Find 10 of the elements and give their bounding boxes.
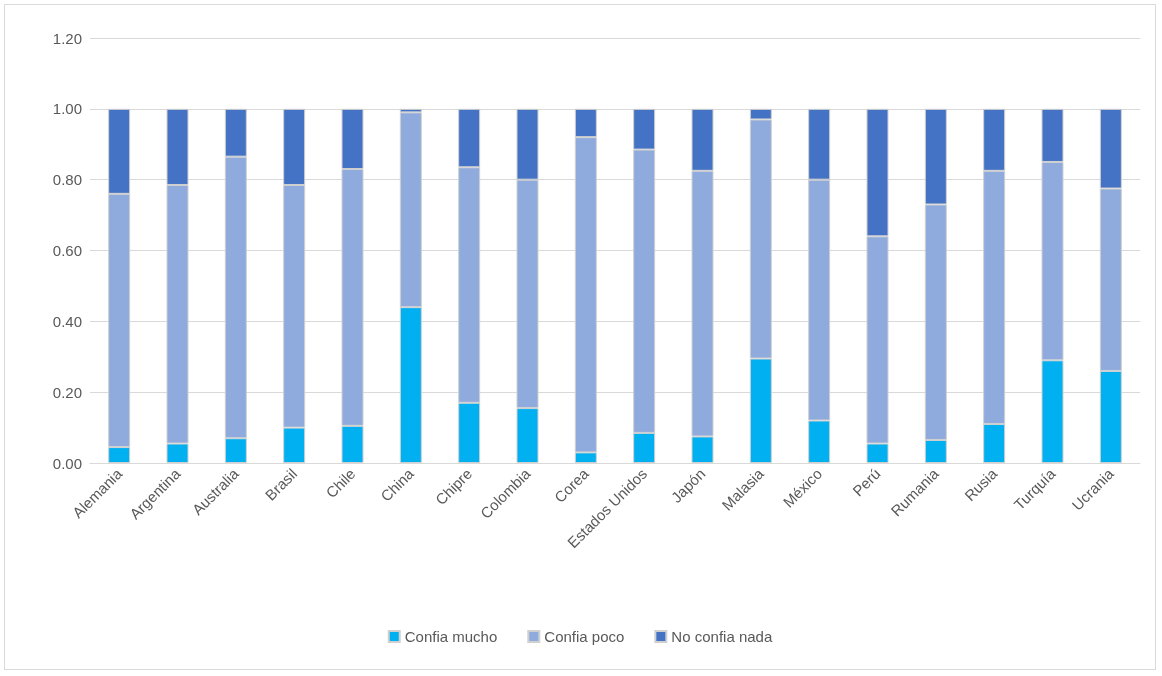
legend-label: Confia mucho — [404, 628, 498, 645]
y-tick-label: 0.40 — [52, 312, 82, 330]
legend-label: Confia poco — [544, 628, 625, 645]
y-tick-label: 0.60 — [52, 242, 82, 259]
y-tick-label: 0.20 — [52, 383, 82, 401]
y-tick-label: 1.00 — [52, 100, 82, 118]
y-tick-label: 0.00 — [52, 454, 82, 472]
legend-label: No confia nada — [671, 628, 773, 645]
y-tick-label: 0.80 — [52, 171, 82, 189]
y-tick-label: 1.20 — [52, 29, 82, 47]
